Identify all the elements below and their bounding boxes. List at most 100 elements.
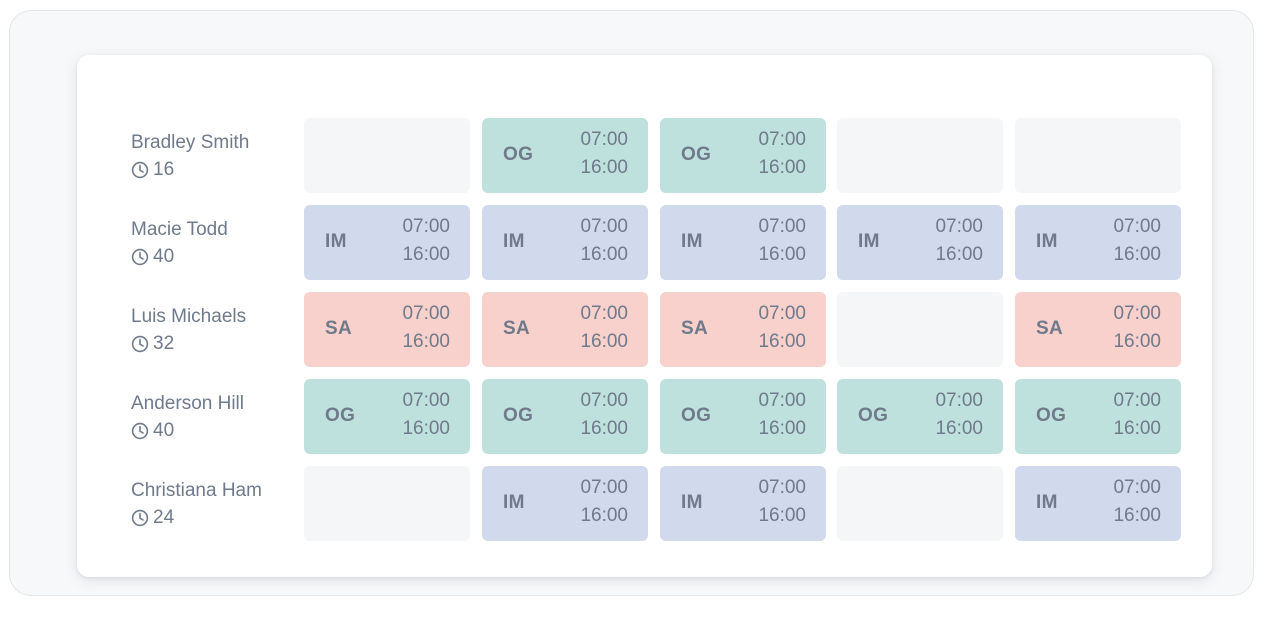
shift-start-time: 07:00	[580, 129, 628, 150]
employee-name: Macie Todd	[131, 219, 228, 240]
shift-end-time: 16:00	[402, 244, 450, 265]
shift-block[interactable]: IM 07:00 16:00	[304, 205, 470, 280]
shift-start-time: 07:00	[1113, 477, 1161, 498]
shift-code: SA	[325, 318, 352, 339]
shift-start-time: 07:00	[758, 216, 806, 237]
shift-block[interactable]: SA 07:00 16:00	[660, 292, 826, 367]
clock-icon	[131, 335, 149, 353]
shift-block[interactable]: IM 07:00 16:00	[482, 466, 648, 541]
employee-hours: 40	[131, 246, 301, 268]
schedule-card: Bradley Smith 16 OG 07:00 16:00 OG 07:00 16:00 M…	[77, 55, 1212, 577]
shift-block[interactable]: OG 07:00 16:00	[660, 379, 826, 454]
employee-hours: 16	[131, 159, 301, 181]
shift-start-time: 07:00	[402, 216, 450, 237]
shift-code: OG	[503, 144, 534, 165]
employee-hours-value: 40	[153, 246, 175, 267]
empty-shift-slot[interactable]	[304, 466, 470, 541]
shift-start-time: 07:00	[1113, 390, 1161, 411]
empty-shift-slot[interactable]	[837, 292, 1003, 367]
empty-shift-slot[interactable]	[1015, 118, 1181, 193]
employee-hours-value: 16	[153, 159, 175, 180]
shift-code: IM	[858, 231, 880, 252]
shift-code: SA	[503, 318, 530, 339]
employee-hours-value: 40	[153, 420, 175, 441]
clock-icon	[131, 509, 149, 527]
shift-block[interactable]: SA 07:00 16:00	[1015, 292, 1181, 367]
employee-info: Anderson Hill 40	[131, 392, 301, 442]
shift-end-time: 16:00	[1113, 418, 1161, 439]
employee-name: Christiana Ham	[131, 480, 262, 501]
shift-end-time: 16:00	[758, 505, 806, 526]
shift-code: IM	[1036, 231, 1058, 252]
shift-block[interactable]: IM 07:00 16:00	[1015, 466, 1181, 541]
shift-code: OG	[681, 144, 712, 165]
employee-hours-value: 32	[153, 333, 175, 354]
shift-code: IM	[503, 492, 525, 513]
shift-block[interactable]: SA 07:00 16:00	[304, 292, 470, 367]
shift-block[interactable]: SA 07:00 16:00	[482, 292, 648, 367]
shift-block[interactable]: IM 07:00 16:00	[1015, 205, 1181, 280]
schedule-row: Anderson Hill 40 OG 07:00 16:00 OG 07:00 16:00 O…	[77, 379, 1212, 454]
shift-start-time: 07:00	[758, 303, 806, 324]
shift-end-time: 16:00	[935, 244, 983, 265]
shift-end-time: 16:00	[758, 157, 806, 178]
shift-code: OG	[1036, 405, 1067, 426]
shift-start-time: 07:00	[402, 390, 450, 411]
app-frame: Bradley Smith 16 OG 07:00 16:00 OG 07:00 16:00 M…	[9, 10, 1254, 596]
shift-end-time: 16:00	[935, 418, 983, 439]
schedule-row: Christiana Ham 24 IM 07:00 16:00 IM 07:00 16:00…	[77, 466, 1212, 541]
shift-end-time: 16:00	[402, 418, 450, 439]
employee-name: Luis Michaels	[131, 306, 247, 327]
shift-end-time: 16:00	[758, 244, 806, 265]
shift-code: IM	[1036, 492, 1058, 513]
shift-end-time: 16:00	[1113, 244, 1161, 265]
shift-code: OG	[503, 405, 534, 426]
shift-start-time: 07:00	[1113, 216, 1161, 237]
shift-block[interactable]: OG 07:00 16:00	[482, 379, 648, 454]
employee-info: Bradley Smith 16	[131, 131, 301, 181]
shift-block[interactable]: OG 07:00 16:00	[1015, 379, 1181, 454]
shift-end-time: 16:00	[1113, 331, 1161, 352]
shift-code: SA	[1036, 318, 1063, 339]
shift-start-time: 07:00	[1113, 303, 1161, 324]
shift-code: OG	[681, 405, 712, 426]
shift-start-time: 07:00	[935, 216, 983, 237]
employee-name: Bradley Smith	[131, 132, 250, 153]
shift-end-time: 16:00	[402, 331, 450, 352]
shift-block[interactable]: IM 07:00 16:00	[660, 205, 826, 280]
shift-end-time: 16:00	[758, 418, 806, 439]
shift-end-time: 16:00	[580, 505, 628, 526]
shift-block[interactable]: IM 07:00 16:00	[837, 205, 1003, 280]
shift-start-time: 07:00	[402, 303, 450, 324]
empty-shift-slot[interactable]	[837, 466, 1003, 541]
shift-block[interactable]: OG 07:00 16:00	[482, 118, 648, 193]
shift-start-time: 07:00	[580, 303, 628, 324]
shift-end-time: 16:00	[1113, 505, 1161, 526]
employee-info: Luis Michaels 32	[131, 305, 301, 355]
shift-end-time: 16:00	[758, 331, 806, 352]
shift-end-time: 16:00	[580, 331, 628, 352]
clock-icon	[131, 161, 149, 179]
shift-end-time: 16:00	[580, 244, 628, 265]
shift-start-time: 07:00	[580, 390, 628, 411]
shift-code: IM	[503, 231, 525, 252]
shift-block[interactable]: IM 07:00 16:00	[660, 466, 826, 541]
shift-end-time: 16:00	[580, 418, 628, 439]
employee-hours: 32	[131, 333, 301, 355]
shift-code: IM	[325, 231, 347, 252]
empty-shift-slot[interactable]	[837, 118, 1003, 193]
shift-code: IM	[681, 231, 703, 252]
employee-info: Macie Todd 40	[131, 218, 301, 268]
shift-start-time: 07:00	[935, 390, 983, 411]
employee-hours-value: 24	[153, 507, 175, 528]
shift-code: SA	[681, 318, 708, 339]
shift-start-time: 07:00	[580, 477, 628, 498]
shift-block[interactable]: OG 07:00 16:00	[660, 118, 826, 193]
clock-icon	[131, 422, 149, 440]
shift-end-time: 16:00	[580, 157, 628, 178]
shift-block[interactable]: IM 07:00 16:00	[482, 205, 648, 280]
employee-hours: 24	[131, 507, 301, 529]
shift-block[interactable]: OG 07:00 16:00	[837, 379, 1003, 454]
shift-block[interactable]: OG 07:00 16:00	[304, 379, 470, 454]
empty-shift-slot[interactable]	[304, 118, 470, 193]
